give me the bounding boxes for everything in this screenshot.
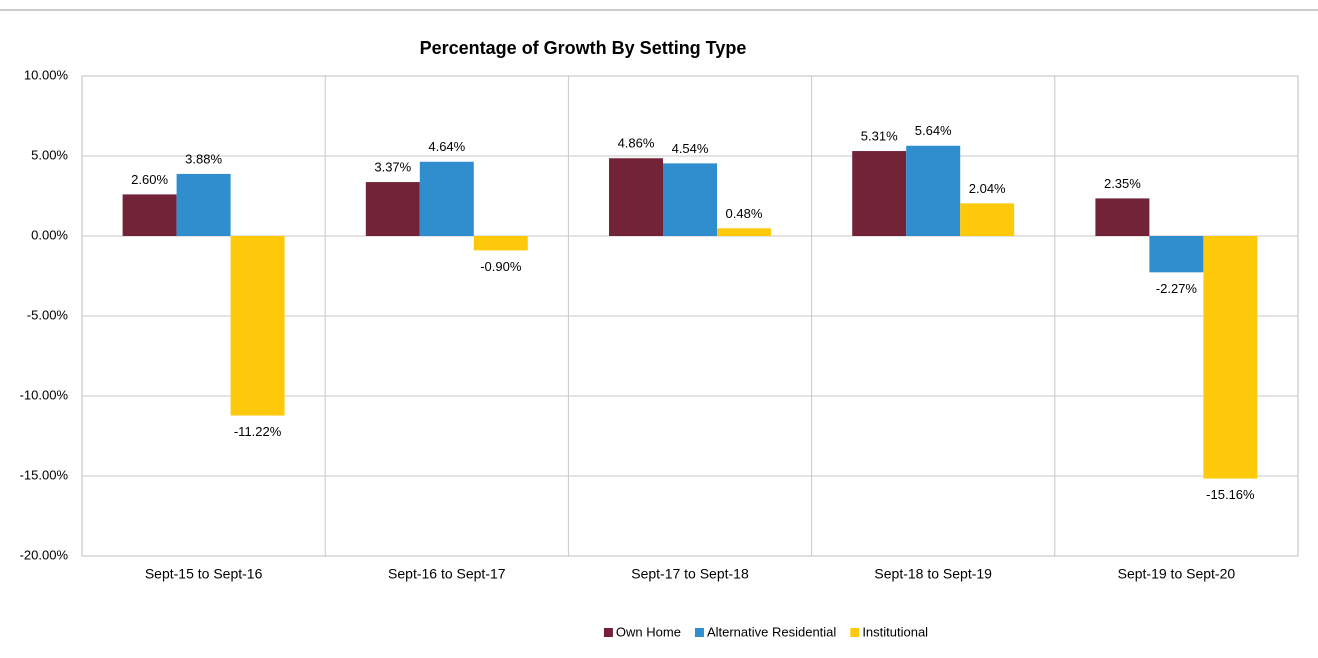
bar	[1149, 236, 1204, 273]
bar	[230, 236, 285, 416]
data-label: 2.04%	[969, 181, 1006, 196]
y-tick-label: 5.00%	[31, 147, 68, 162]
legend-label: Alternative Residential	[707, 624, 836, 639]
data-label: 3.37%	[374, 160, 411, 175]
legend-swatch	[603, 628, 613, 637]
bar	[1203, 236, 1258, 479]
bar	[365, 182, 420, 236]
data-label: 2.60%	[131, 172, 168, 187]
bar	[663, 163, 717, 236]
data-label: 4.54%	[672, 141, 709, 156]
bar	[716, 228, 771, 236]
bar	[609, 158, 664, 236]
x-tick-label: Sept-19 to Sept-20	[1118, 566, 1236, 582]
bar	[176, 173, 231, 236]
x-tick-label: Sept-18 to Sept-19	[874, 566, 992, 582]
bar	[852, 151, 907, 236]
bar	[122, 194, 177, 236]
x-tick-label: Sept-16 to Sept-17	[388, 566, 506, 582]
legend-swatch	[694, 628, 704, 637]
bar	[419, 161, 474, 236]
data-label: 5.31%	[861, 128, 898, 143]
y-tick-label: -5.00%	[27, 307, 69, 322]
bar	[960, 203, 1015, 236]
legend-label: Own Home	[616, 624, 681, 639]
bar	[906, 145, 961, 236]
data-label: 0.48%	[726, 206, 763, 221]
data-label: 4.64%	[428, 139, 465, 154]
y-tick-label: -20.00%	[20, 547, 69, 562]
data-label: -11.22%	[234, 424, 282, 439]
data-label: -15.16%	[1206, 487, 1255, 502]
data-label: 2.35%	[1104, 176, 1141, 191]
data-label: 3.88%	[185, 151, 222, 166]
y-tick-label: -10.00%	[20, 387, 69, 402]
bar	[473, 236, 528, 251]
legend-label: Institutional	[862, 624, 928, 639]
chart-title: Percentage of Growth By Setting Type	[420, 38, 747, 58]
data-label: -0.90%	[480, 259, 522, 274]
x-tick-label: Sept-15 to Sept-16	[145, 566, 263, 582]
plot-frame	[81, 75, 1299, 557]
data-label: 5.64%	[915, 123, 952, 138]
x-tick-label: Sept-17 to Sept-18	[631, 566, 749, 582]
y-tick-label: -15.00%	[20, 467, 69, 482]
y-tick-label: 0.00%	[31, 227, 68, 242]
y-tick-label: 10.00%	[24, 67, 69, 82]
data-label: -2.27%	[1156, 281, 1198, 296]
bar	[1095, 198, 1150, 236]
legend-swatch	[850, 628, 860, 637]
data-label: 4.86%	[618, 136, 655, 151]
